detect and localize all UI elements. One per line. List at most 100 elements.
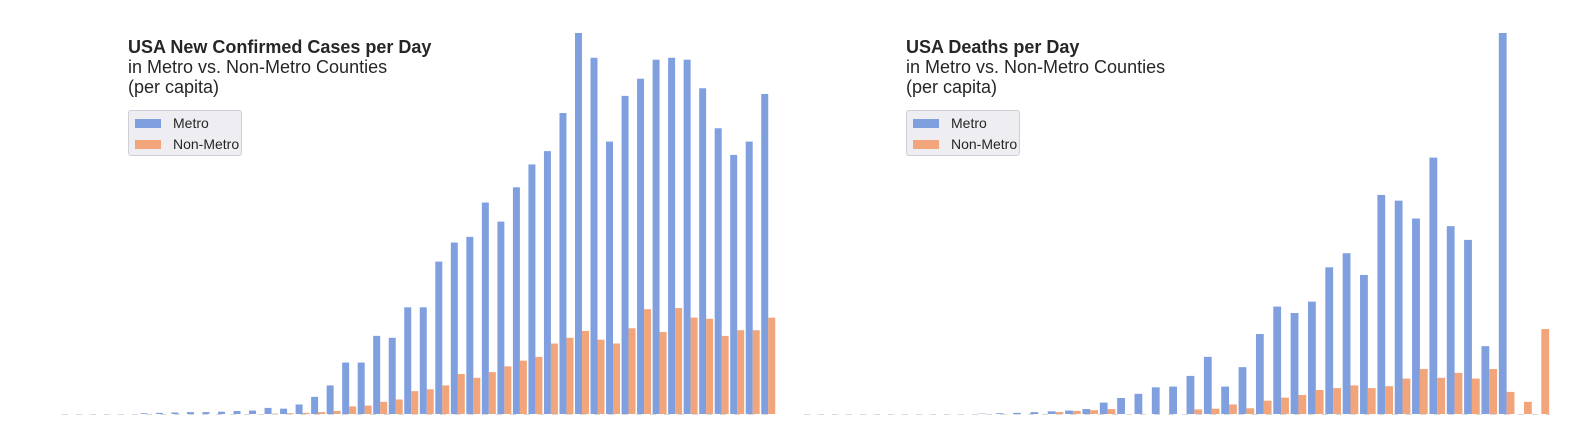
cases-metro-bar xyxy=(311,396,319,414)
cases-metro-bar xyxy=(264,407,272,414)
cases-non-metro-bar xyxy=(349,406,357,414)
cases-metro-bar xyxy=(217,411,225,414)
cases-metro-bar xyxy=(450,242,458,414)
cases-metro-bar xyxy=(559,113,567,414)
deaths-metro-bar xyxy=(1134,393,1143,414)
cases-non-metro-bar xyxy=(302,412,310,414)
cases-metro-bar xyxy=(202,412,210,415)
cases-non-metro-bar xyxy=(597,339,605,414)
cases-non-metro-bar xyxy=(457,374,465,415)
cases-metro-bar xyxy=(497,221,505,414)
cases-metro-bar xyxy=(590,57,598,414)
cases-non-metro-bar xyxy=(426,389,434,415)
cases-non-metro-bar xyxy=(535,356,543,414)
deaths-metro-bar xyxy=(1394,200,1403,414)
deaths-non-metro-bar xyxy=(1402,378,1411,414)
cases-non-metro-bar xyxy=(364,405,372,414)
cases-non-metro-bar xyxy=(550,343,558,414)
cases-non-metro-bar xyxy=(613,343,620,414)
cases-non-metro-bar xyxy=(768,317,776,414)
deaths-legend-item-non-metro: Non-Metro xyxy=(913,135,1017,153)
cases-metro-bar xyxy=(419,307,427,414)
deaths-metro-bar xyxy=(1464,239,1472,414)
deaths-chart-subtitle-note: (per capita) xyxy=(906,77,998,97)
cases-metro-bar xyxy=(574,33,582,414)
deaths-non-metro-bar xyxy=(1333,388,1341,414)
deaths-non-metro-bar xyxy=(1263,400,1272,415)
deaths-metro-bar xyxy=(1307,301,1316,414)
deaths-non-metro-bar xyxy=(1437,377,1446,415)
cases-non-metro-bar xyxy=(442,385,450,414)
deaths-metro-bar xyxy=(1169,386,1177,414)
metro-swatch xyxy=(913,118,939,128)
deaths-metro-bar xyxy=(1342,253,1351,414)
deaths-metro-bar xyxy=(1117,398,1125,414)
cases-metro-bar xyxy=(155,412,163,414)
deaths-non-metro-bar xyxy=(1419,369,1428,414)
cases-non-metro-bar xyxy=(566,337,574,414)
cases-legend-label-metro: Metro xyxy=(173,115,209,131)
cases-metro-bar xyxy=(761,93,769,415)
cases-metro-bar xyxy=(342,362,350,414)
cases-metro-bar xyxy=(621,95,629,415)
cases-chart-title: USA New Confirmed Cases per Day xyxy=(128,37,432,57)
cases-non-metro-bar xyxy=(411,391,419,414)
cases-metro-bar xyxy=(543,151,551,415)
deaths-non-metro-bar xyxy=(1107,409,1116,414)
deaths-metro-bar xyxy=(1065,410,1073,414)
cases-chart-plot xyxy=(62,33,776,415)
cases-metro-bar xyxy=(528,164,536,414)
cases-metro-bar xyxy=(326,385,334,414)
deaths-legend: Metro Non-Metro xyxy=(906,110,1020,156)
cases-non-metro-bar xyxy=(287,413,295,414)
deaths-non-metro-bar xyxy=(1281,397,1289,414)
cases-metro-bar xyxy=(745,141,753,414)
deaths-non-metro-bar xyxy=(1471,378,1480,414)
cases-non-metro-bar xyxy=(395,399,403,414)
cases-legend: Metro Non-Metro xyxy=(128,110,242,156)
cases-metro-bar xyxy=(404,307,412,414)
deaths-non-metro-bar xyxy=(1211,408,1220,414)
cases-metro-bar xyxy=(606,141,614,414)
deaths-metro-bar xyxy=(995,413,1004,414)
deaths-legend-label-non-metro: Non-Metro xyxy=(951,136,1018,152)
cases-metro-bar xyxy=(249,410,257,414)
deaths-metro-bar xyxy=(1099,402,1108,414)
deaths-non-metro-bar xyxy=(1541,329,1550,414)
deaths-metro-bar xyxy=(1290,313,1299,414)
deaths-non-metro-bar xyxy=(1454,372,1463,414)
cases-chart-subtitle-note: (per capita) xyxy=(128,77,220,97)
deaths-metro-bar xyxy=(1412,218,1420,414)
cases-non-metro-bar xyxy=(752,330,760,414)
deaths-legend-label-metro: Metro xyxy=(951,115,987,131)
cases-non-metro-bar xyxy=(380,401,388,414)
cases-metro-bar xyxy=(435,261,443,414)
cases-metro-bar xyxy=(714,128,722,414)
cases-metro-bar xyxy=(140,413,148,414)
deaths-metro-bar xyxy=(1273,306,1282,414)
deaths-non-metro-bar xyxy=(1072,410,1081,414)
deaths-non-metro-bar xyxy=(1194,409,1203,414)
cases-metro-bar xyxy=(481,202,489,414)
deaths-metro-bar xyxy=(1255,333,1264,414)
cases-non-metro-bar xyxy=(659,332,667,414)
deaths-metro-bar xyxy=(1186,375,1195,414)
cases-non-metro-bar xyxy=(721,335,729,414)
cases-metro-bar xyxy=(295,404,303,415)
cases-non-metro-bar xyxy=(690,317,698,414)
deaths-non-metro-bar xyxy=(1367,388,1376,414)
cases-non-metro-bar xyxy=(318,412,326,415)
cases-metro-bar xyxy=(466,236,474,414)
deaths-metro-bar xyxy=(1360,274,1368,414)
cases-legend-item-metro: Metro xyxy=(135,114,209,132)
deaths-metro-bar xyxy=(1221,386,1230,414)
deaths-metro-bar xyxy=(1481,346,1490,414)
cases-non-metro-bar xyxy=(675,308,683,414)
cases-non-metro-bar xyxy=(473,377,481,415)
cases-metro-bar xyxy=(668,57,676,414)
cases-non-metro-bar xyxy=(333,410,341,414)
deaths-title-block: USA Deaths per Day in Metro vs. Non-Metr… xyxy=(906,37,1165,97)
deaths-legend-item-metro: Metro xyxy=(913,114,987,132)
cases-metro-bar xyxy=(280,408,288,414)
deaths-chart-title: USA Deaths per Day xyxy=(906,37,1080,57)
